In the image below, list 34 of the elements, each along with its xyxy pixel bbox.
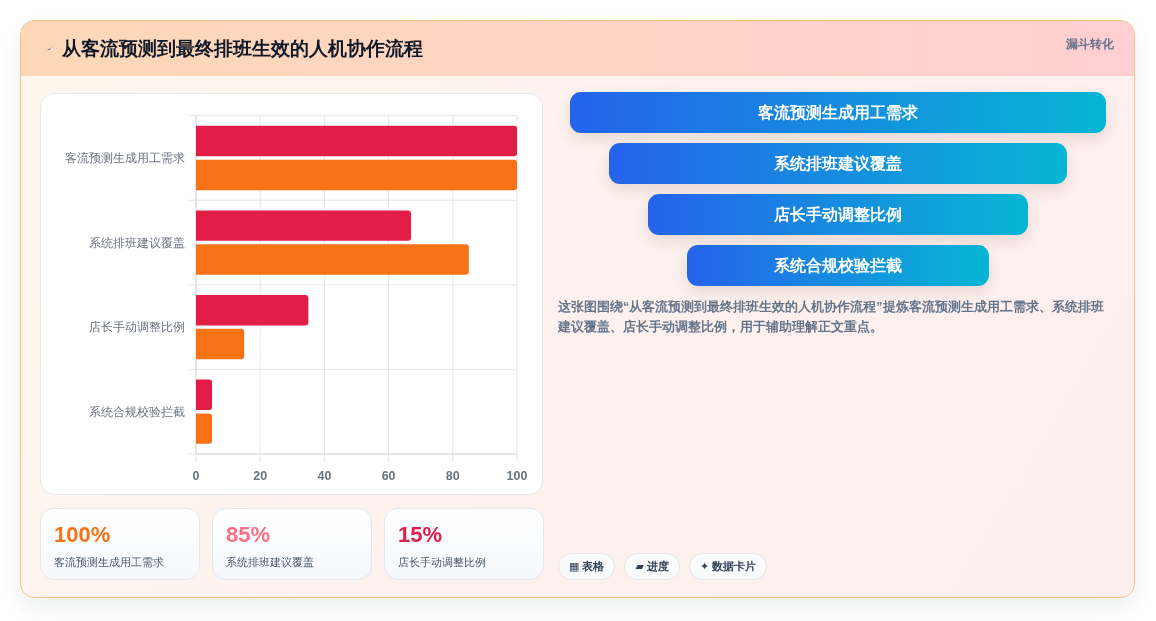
bar [196,159,517,191]
y-tick-label: 客流预测生成用工需求 [65,150,185,165]
text: ✦ 数据卡片 [688,553,768,580]
x-tick-label: 20 [253,469,268,483]
bar [196,244,469,275]
bar [196,379,213,411]
category-label: 客流预测生成用工需求 [54,555,164,570]
x-tick-label: 80 [445,469,460,483]
bar [196,125,517,157]
text: 15% [398,522,443,547]
y-tick-label: 店长手动调整比例 [89,320,185,335]
bar [196,210,412,241]
text: ▰ 进度 [624,553,680,580]
bar [196,295,309,326]
text: 漏斗转化 [1065,36,1114,53]
x-tick-label: 100 [506,469,528,483]
text: ▦ 表格 [558,553,616,580]
y-tick-label: 系统排班建议覆盖 [89,235,185,250]
bar [196,328,245,360]
x-tick-label: 0 [192,469,200,483]
category-label: 店长手动调整比例 [398,555,486,570]
category-label: 系统排班建议覆盖 [774,153,902,174]
text: 这张图围绕“从客流预测到最终排班生效的人机协作流程”提炼客流预测生成用工需求、系统排班建议覆盖、店长手动调整比例，用于辅助理解正文重点。 [558,298,1105,336]
bar [196,413,213,444]
category-label: 店长手动调整比例 [774,204,902,225]
x-tick-label: 60 [381,469,396,483]
category-label: 系统排班建议覆盖 [226,555,314,570]
chart-title: 从客流预测到最终排班生效的人机协作流程 [62,37,423,61]
y-tick-label: 系统合规校验拦截 [89,404,185,419]
text: 100% [54,522,111,547]
text: 85% [226,522,271,547]
category-label: 系统合规校验拦截 [774,255,902,276]
x-tick-label: 40 [317,469,332,483]
category-label: 客流预测生成用工需求 [758,102,918,123]
